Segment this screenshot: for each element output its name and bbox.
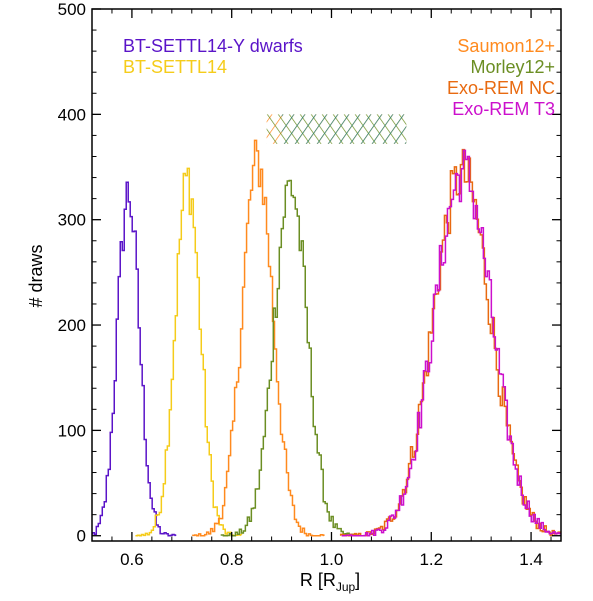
x-axis-label: R [RJup] (300, 570, 360, 594)
series-exo-rem-t3 (341, 149, 561, 537)
x-tick-label: 1.0 (320, 550, 344, 569)
series-bt-settl14-y-dwarfs (92, 181, 177, 537)
series-bt-settl14 (135, 167, 243, 537)
plot-frame (91, 8, 562, 542)
legend-entry-morley12: Morley12+ (470, 57, 555, 77)
series-morley12 (220, 179, 362, 537)
y-tick-label: 400 (58, 105, 86, 124)
legend-entry-saumon12: Saumon12+ (457, 36, 555, 56)
y-tick-label: 100 (58, 421, 86, 440)
x-tick-label: 0.8 (220, 550, 244, 569)
series-exo-rem-nc (339, 148, 561, 537)
y-axis-label: # draws (26, 244, 46, 307)
y-tick-label: 0 (77, 527, 86, 546)
legend-entry-exo-rem-nc: Exo-REM NC (447, 78, 555, 98)
legend-entry-exo-rem-t3: Exo-REM T3 (452, 99, 555, 119)
hatched-band-layer (266, 114, 407, 144)
series-saumon12 (191, 139, 325, 537)
tick-layer: 0.6 0.8 1.0 1.2 1.4 0 100 200 300 400 500 (58, 0, 561, 569)
legend-entry-bt-settl14: BT-SETTL14 (123, 57, 227, 77)
y-tick-label: 500 (58, 0, 86, 19)
legend-entry-bt-settl14-y-dwarfs: BT-SETTL14-Y dwarfs (123, 36, 303, 56)
x-tick-label: 1.4 (519, 550, 543, 569)
hatched-band-exo-rem-nc (281, 114, 407, 144)
y-tick-label: 200 (58, 316, 86, 335)
series-layer (92, 139, 561, 537)
y-tick-label: 300 (58, 211, 86, 230)
x-tick-label: 1.2 (419, 550, 443, 569)
x-tick-label: 0.6 (120, 550, 144, 569)
